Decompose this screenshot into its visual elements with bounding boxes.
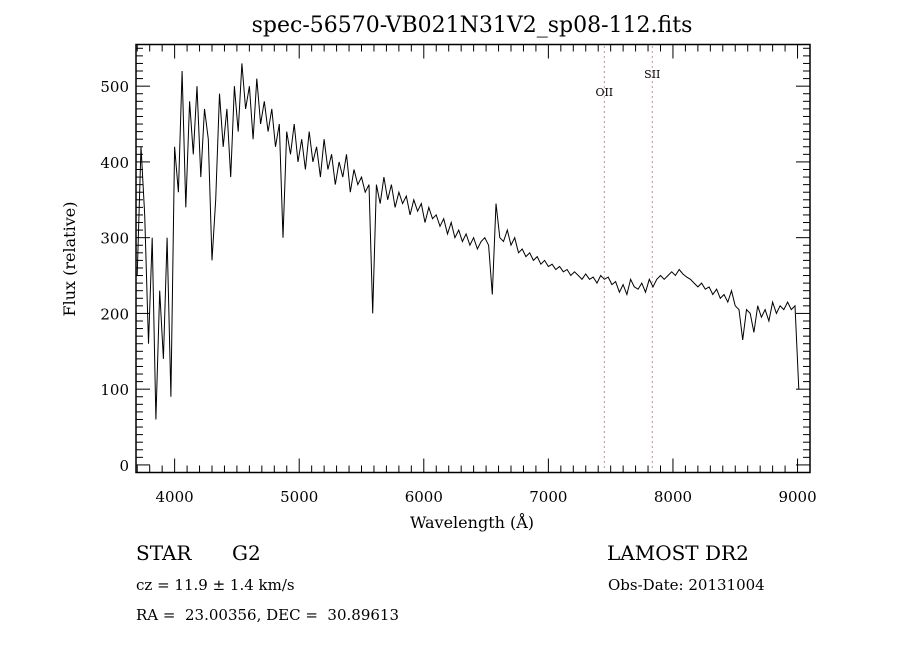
axes: 4000 5000 6000 7000 8000 9000 0 100 200 300 400 500 (100, 44, 817, 506)
y-tick-label: 300 (100, 230, 129, 248)
emission-line-label: SII (644, 68, 660, 81)
plot-frame (135, 43, 811, 474)
x-tick-label: 5000 (280, 488, 318, 506)
object-type: STAR (136, 541, 192, 565)
survey-name: LAMOST DR2 (607, 541, 749, 565)
x-tick-label: 9000 (778, 488, 816, 506)
chart-title: spec-56570-VB021N31V2_sp08-112.fits (252, 13, 693, 38)
y-tick-label: 400 (100, 154, 129, 172)
x-tick-label: 4000 (156, 488, 194, 506)
x-tick-label: 8000 (654, 488, 692, 506)
y-axis-label: Flux (relative) (60, 202, 79, 317)
subclass: G2 (232, 541, 261, 565)
x-tick-label: 6000 (405, 488, 443, 506)
y-tick-label: 200 (100, 305, 129, 323)
redshift-cz: cz = 11.9 ± 1.4 km/s (136, 576, 295, 594)
y-tick-label: 0 (119, 457, 129, 475)
annotations: OII SII (595, 46, 660, 471)
coordinates: RA = 23.00356, DEC = 30.89613 (136, 606, 399, 624)
spectrum-line (136, 63, 800, 420)
y-tick-label: 500 (100, 78, 129, 96)
x-tick-label: 7000 (529, 488, 567, 506)
x-axis-label: Wavelength (Å) (410, 512, 534, 532)
emission-line-label: OII (595, 86, 613, 99)
obs-date: Obs-Date: 20131004 (608, 576, 765, 594)
y-tick-label: 100 (100, 381, 129, 399)
